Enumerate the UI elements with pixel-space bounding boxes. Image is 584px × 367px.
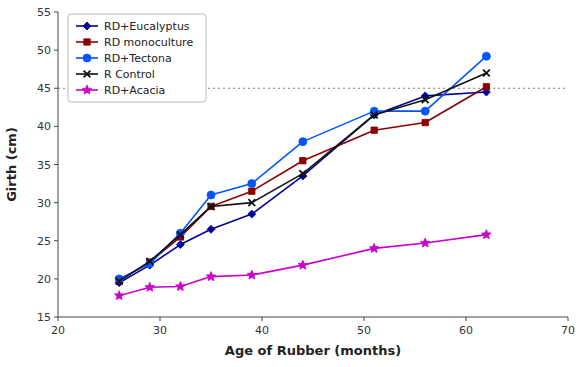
point	[369, 243, 379, 252]
y-tick	[54, 12, 58, 13]
y-tick-label: 35	[37, 159, 51, 172]
y-tick-label: 25	[37, 235, 51, 248]
y-tick	[54, 278, 58, 279]
point	[114, 291, 124, 300]
point	[207, 191, 215, 199]
point	[177, 231, 184, 238]
legend-marker	[83, 54, 91, 62]
y-tick-label: 15	[37, 311, 51, 324]
series	[116, 84, 490, 284]
x-tick-label: 60	[459, 324, 473, 337]
point	[247, 270, 257, 279]
legend-label: RD+Eucalyptus	[104, 20, 190, 33]
legend-box	[68, 14, 206, 102]
x-tick	[160, 317, 161, 321]
point	[299, 138, 307, 146]
x-tick	[568, 317, 569, 321]
x-tick-label: 30	[153, 324, 167, 337]
y-tick	[54, 164, 58, 165]
series-line	[119, 73, 486, 281]
y-tick-label: 30	[37, 197, 51, 210]
point	[248, 180, 256, 188]
x-tick	[466, 317, 467, 321]
point	[482, 52, 490, 60]
x-axis-label: Age of Rubber (months)	[225, 343, 401, 358]
point	[176, 241, 184, 249]
point	[207, 225, 215, 233]
point	[371, 112, 378, 119]
point	[299, 170, 306, 177]
legend: RD+Eucalyptus RD monoculture RD+Tectona R C…	[68, 14, 206, 102]
point	[208, 203, 215, 210]
point	[248, 199, 255, 206]
legend-marker	[83, 22, 91, 30]
y-axis-label: Girth (cm)	[4, 127, 19, 202]
y-tick	[54, 88, 58, 89]
x-tick	[262, 317, 263, 321]
x-tick	[364, 317, 365, 321]
point	[482, 230, 492, 239]
point	[483, 84, 489, 90]
point	[300, 157, 306, 163]
series-line	[119, 87, 486, 281]
chart: 203040506070152025303540455055Age of Rub…	[0, 0, 584, 367]
x-axis-line	[58, 317, 568, 318]
legend-label: RD+Tectona	[104, 52, 172, 65]
point	[483, 70, 490, 77]
y-tick	[54, 317, 58, 318]
y-tick	[54, 50, 58, 51]
point	[371, 127, 377, 133]
y-tick	[54, 202, 58, 203]
point	[422, 119, 428, 125]
legend-marker	[84, 71, 91, 78]
legend-marker	[82, 85, 92, 94]
point	[420, 238, 430, 247]
x-tick-label: 40	[255, 324, 269, 337]
point	[421, 107, 429, 115]
plot-area	[58, 52, 568, 299]
legend-label: R Control	[104, 68, 155, 81]
point	[116, 278, 123, 285]
point	[298, 260, 308, 269]
y-tick	[54, 126, 58, 127]
y-tick-label: 50	[37, 44, 51, 57]
point	[206, 272, 216, 281]
series-line	[119, 235, 486, 296]
series	[114, 230, 491, 300]
x-tick-label: 70	[561, 324, 575, 337]
point	[422, 96, 429, 103]
series-line	[119, 92, 486, 283]
y-tick-label: 40	[37, 120, 51, 133]
axes: 203040506070152025303540455055	[37, 6, 575, 337]
point	[145, 282, 155, 291]
point	[248, 210, 256, 218]
point	[176, 282, 186, 291]
y-tick	[54, 240, 58, 241]
y-tick-label: 45	[37, 82, 51, 95]
y-tick-label: 20	[37, 273, 51, 286]
x-tick	[58, 317, 59, 321]
point	[249, 188, 255, 194]
y-tick-label: 55	[37, 6, 51, 19]
legend-label: RD+Acacia	[104, 84, 165, 97]
x-tick-label: 20	[51, 324, 65, 337]
point	[146, 258, 153, 265]
legend-marker	[84, 39, 90, 45]
x-tick-label: 50	[357, 324, 371, 337]
legend-label: RD monoculture	[104, 36, 193, 49]
